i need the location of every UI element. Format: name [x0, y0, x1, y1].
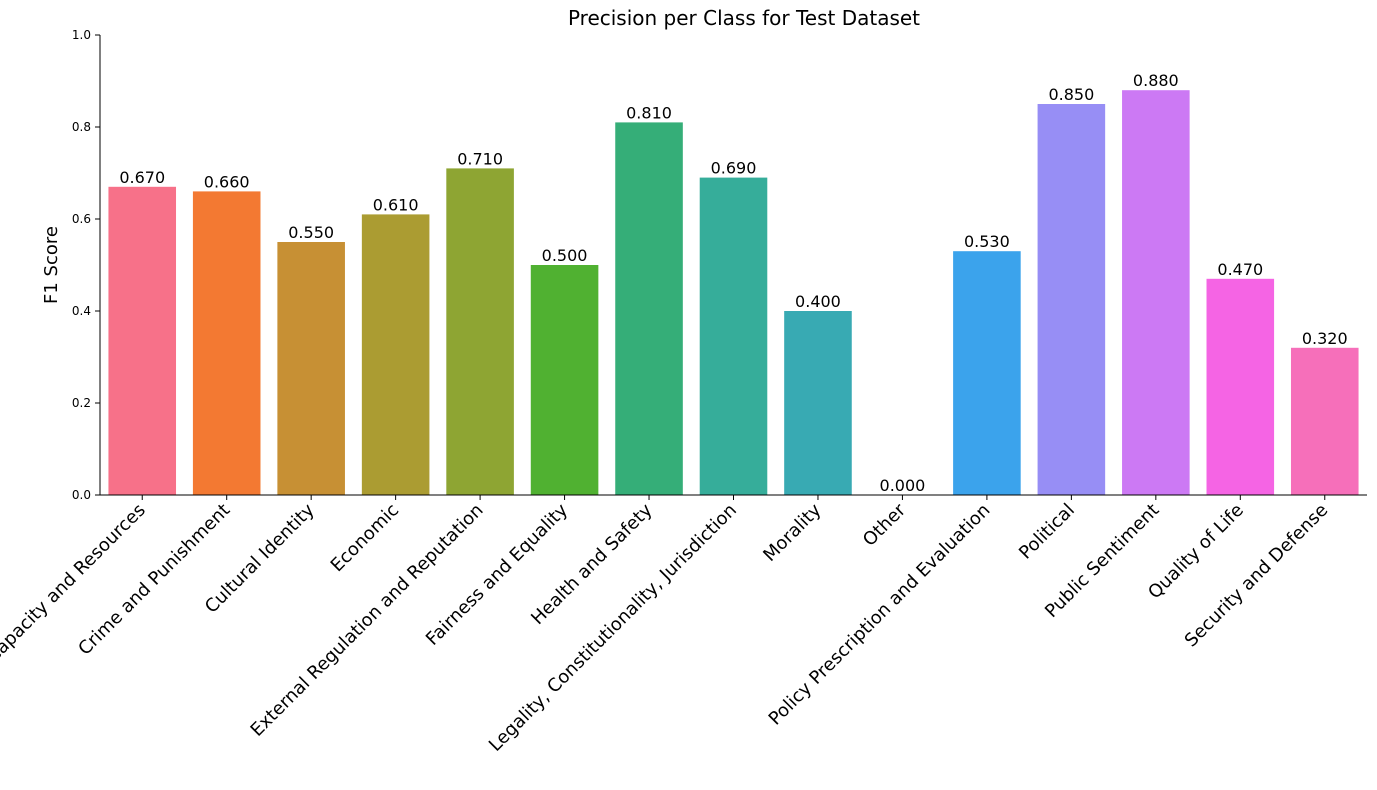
bar — [361, 214, 430, 495]
data-label: 0.610 — [373, 195, 419, 214]
bar — [1206, 278, 1275, 495]
x-tick-label: Fairness and Equality — [422, 499, 572, 649]
data-label: 0.320 — [1302, 329, 1348, 348]
data-label: 0.400 — [795, 292, 841, 311]
y-tick-label: 0.0 — [72, 488, 91, 502]
bar — [615, 122, 683, 496]
data-label: 0.550 — [288, 223, 334, 242]
x-tick-label: Crime and Punishment — [74, 500, 234, 660]
y-axis-label: F1 Score — [41, 226, 62, 304]
data-label: 0.500 — [542, 246, 588, 265]
bar — [446, 168, 514, 495]
y-tick-label: 0.4 — [72, 304, 91, 318]
x-tick-label: Security and Defense — [1181, 500, 1333, 652]
bar — [1122, 90, 1190, 495]
chart-title: Precision per Class for Test Dataset — [568, 6, 920, 30]
data-labels-group: 0.670 0.660 0.550 0.610 0.710 0.500 0.810 0.690… — [119, 71, 1347, 495]
bar — [108, 186, 177, 496]
bar — [530, 265, 599, 495]
bar — [192, 191, 261, 495]
y-tick-label: 0.2 — [72, 396, 91, 410]
data-label: 0.710 — [457, 149, 503, 168]
data-label: 0.850 — [1048, 85, 1094, 104]
data-label: 0.660 — [204, 172, 250, 191]
data-label: 0.530 — [964, 232, 1010, 251]
y-tick-label: 0.8 — [72, 120, 91, 134]
data-label: 0.880 — [1133, 71, 1179, 90]
data-label: 0.470 — [1217, 260, 1263, 279]
data-label: 0.000 — [880, 476, 926, 495]
x-tick-label: Morality — [759, 499, 825, 565]
y-tick-label: 1.0 — [72, 28, 91, 42]
bar — [1037, 104, 1106, 495]
data-label: 0.690 — [711, 159, 757, 178]
bar — [277, 242, 345, 495]
bar — [953, 251, 1021, 495]
data-label: 0.810 — [626, 103, 672, 122]
bar — [784, 311, 852, 495]
bar — [699, 177, 768, 495]
x-tick-label: Political — [1015, 500, 1079, 564]
data-label: 0.670 — [119, 168, 165, 187]
y-tick-label: 0.6 — [72, 212, 91, 226]
bar — [1290, 347, 1359, 495]
y-ticks-group: 0.0 0.2 0.4 0.6 0.8 1.0 — [72, 28, 100, 502]
bars-group — [108, 90, 1359, 496]
x-tick-label: Other — [859, 499, 910, 550]
x-tick-label: Economic — [327, 500, 403, 576]
x-tick-label: Capacity and Resources — [0, 500, 150, 668]
